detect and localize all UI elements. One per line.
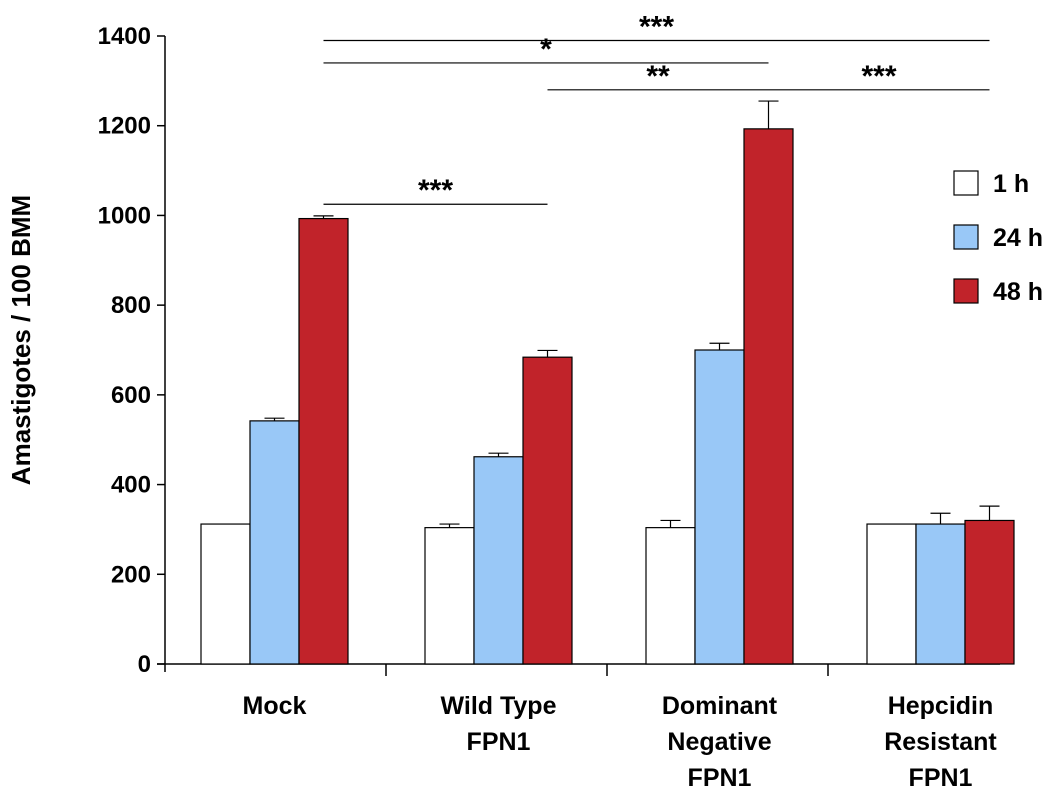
y-axis-title: Amastigotes / 100 BMM <box>6 195 36 485</box>
category-label: FPN1 <box>688 764 752 792</box>
category-label: FPN1 <box>909 764 973 792</box>
y-tick-label: 200 <box>111 561 151 588</box>
bar <box>915 523 966 665</box>
legend-label: 24 h <box>993 224 1043 252</box>
category-label: Resistant <box>884 728 997 756</box>
category-label: Wild Type <box>441 692 557 720</box>
category-label: FPN1 <box>467 728 531 756</box>
y-tick-label: 1400 <box>98 23 151 50</box>
bar <box>694 349 745 665</box>
significance-label: *** <box>418 174 453 207</box>
legend: 1 h 24 h 48 h <box>953 170 1043 306</box>
y-tick-label: 1000 <box>98 202 151 229</box>
y-tick-label: 600 <box>111 382 151 409</box>
bar <box>743 128 794 665</box>
legend-swatch <box>953 224 979 250</box>
bar <box>866 523 917 665</box>
y-tick-label: 1200 <box>98 113 151 140</box>
bar <box>964 519 1015 665</box>
y-tick-label: 800 <box>111 292 151 319</box>
legend-label: 1 h <box>993 170 1029 198</box>
significance-label: *** <box>861 60 896 93</box>
bar <box>473 456 524 665</box>
category-label: Hepcidin <box>888 692 994 720</box>
legend-swatch <box>953 170 979 196</box>
bar <box>298 217 349 665</box>
bar <box>645 527 696 665</box>
bars-layer <box>200 100 1015 665</box>
y-tick-label: 400 <box>111 472 151 499</box>
bar <box>249 420 300 665</box>
bar <box>522 356 573 665</box>
legend-swatch <box>953 278 979 304</box>
significance-label: * <box>540 33 552 66</box>
significance-layer: ****** ****** <box>323 10 990 207</box>
significance-label: *** <box>639 10 674 43</box>
legend-label: 48 h <box>993 278 1043 306</box>
bar <box>200 523 251 665</box>
category-label: Negative <box>667 728 771 756</box>
bar <box>424 527 475 665</box>
category-label: Dominant <box>662 692 778 720</box>
y-tick-label: 0 <box>138 651 151 678</box>
category-label: Mock <box>243 692 307 720</box>
axes-layer: 0 200 400 600 800 1000 1200 1400 Mock Wild Type FP… <box>98 23 1000 792</box>
significance-label: ** <box>646 60 670 93</box>
